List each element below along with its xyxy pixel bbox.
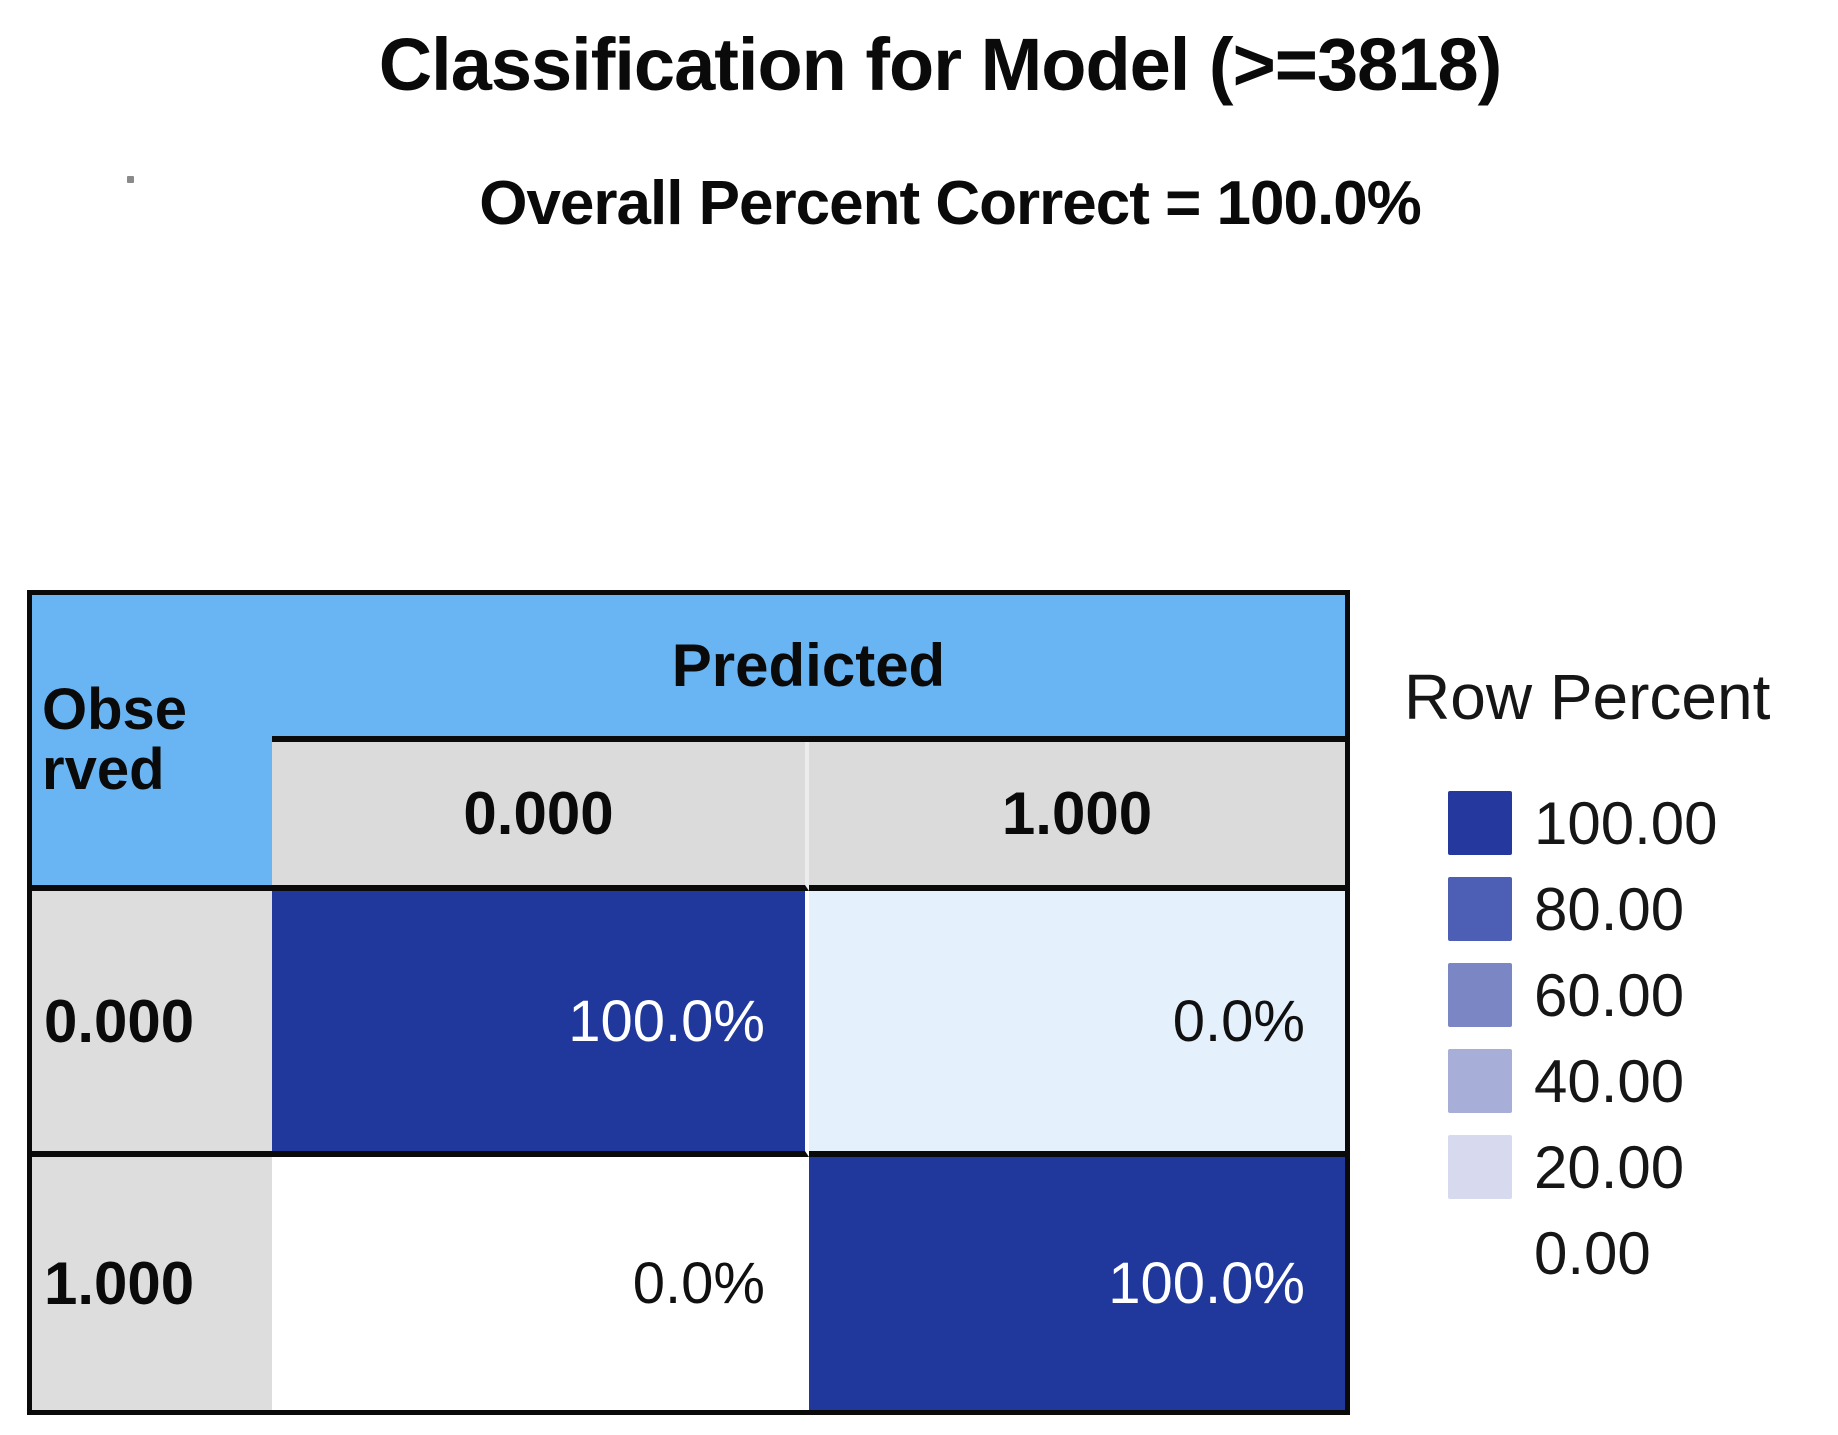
legend-entry-40: 40.00 <box>1448 1038 1838 1124</box>
legend-label-20: 20.00 <box>1534 1133 1685 1201</box>
legend-title: Row Percent <box>1404 661 1771 733</box>
legend-entry-80: 80.00 <box>1448 866 1838 952</box>
confusion-matrix-table: Obse rved Predicted 0.000 1.000 0.000 10… <box>27 590 1350 1415</box>
legend-label-80: 80.00 <box>1534 875 1685 943</box>
legend-swatch-60-icon <box>1448 963 1512 1027</box>
legend-entries: 100.00 80.00 60.00 40.00 20.00 0.00 <box>1398 780 1838 1296</box>
matrix-cell-observed1-predicted0: 0.0% <box>272 1157 809 1410</box>
matrix-cell-observed0-predicted0: 100.0% <box>272 891 809 1157</box>
legend-swatch-0-icon <box>1448 1221 1512 1285</box>
chart-title: Classification for Model (>=3818) <box>378 23 1503 106</box>
row-header-0: 0.000 <box>32 891 272 1157</box>
observed-axis-header: Obse rved <box>32 595 272 891</box>
legend-label-60: 60.00 <box>1534 961 1685 1029</box>
observed-label-line2: rved <box>42 737 165 802</box>
legend-label-0: 0.00 <box>1534 1219 1651 1287</box>
legend-entry-60: 60.00 <box>1448 952 1838 1038</box>
observed-label-line1: Obse <box>42 676 188 742</box>
legend-swatch-20-icon <box>1448 1135 1512 1199</box>
legend-entry-20: 20.00 <box>1448 1124 1838 1210</box>
legend: Row Percent 100.00 80.00 60.00 40.00 20.… <box>1398 660 1838 1296</box>
matrix-cell-observed0-predicted1: 0.0% <box>809 891 1345 1157</box>
stray-dot-artifact <box>127 176 134 183</box>
legend-entry-0: 0.00 <box>1448 1210 1838 1296</box>
predicted-axis-header: Predicted <box>272 595 1345 742</box>
column-header-0: 0.000 <box>272 742 809 891</box>
row-header-1: 1.000 <box>32 1157 272 1410</box>
chart-subtitle: Overall Percent Correct = 100.0% <box>479 169 1422 238</box>
matrix-cell-observed1-predicted1: 100.0% <box>809 1157 1345 1410</box>
legend-label-100: 100.00 <box>1534 789 1718 857</box>
legend-swatch-40-icon <box>1448 1049 1512 1113</box>
legend-swatch-80-icon <box>1448 877 1512 941</box>
legend-swatch-100-icon <box>1448 791 1512 855</box>
column-header-1: 1.000 <box>809 742 1345 891</box>
legend-entry-100: 100.00 <box>1448 780 1838 866</box>
legend-label-40: 40.00 <box>1534 1047 1685 1115</box>
